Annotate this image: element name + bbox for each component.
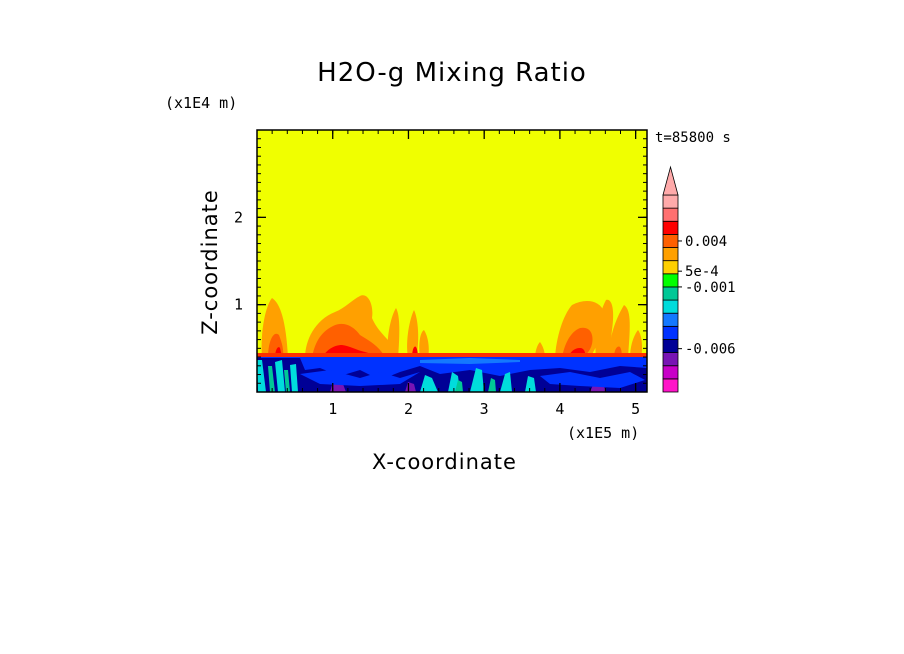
colorbar-segment [662,273,679,288]
timestamp-label: t=85800 s [655,130,731,146]
colorbar-segment [662,286,679,301]
colorbar-segment [662,233,679,248]
x-tick-label: 3 [480,400,489,418]
colorbar-segment [662,352,679,367]
colorbar-extend-arrow [662,165,679,196]
cyan-streaks-left [257,360,298,392]
colorbar [662,165,679,393]
light-blue-strip [420,358,520,364]
plume-f-mid [562,327,593,358]
major-ticks [257,130,647,392]
cyan-streaks-center [420,368,536,392]
plume-d-outer [419,330,429,358]
x-tick-label: 5 [631,400,640,418]
y-tick-label: 2 [234,208,243,226]
colorbar-segment [662,378,679,393]
chart-title: H2O-g Mixing Ratio [317,58,587,88]
plume-h-outer [609,305,630,358]
x-axis-label: X-coordinate [372,450,517,474]
x-tick-label: 1 [328,400,337,418]
colorbar-label: -0.001 [685,280,736,296]
plume-b-outer [387,308,400,358]
x-tick-label: 4 [555,400,564,418]
colorbar-segment [662,299,679,314]
colorbar-segment [662,325,679,340]
plume-i-outer [630,330,642,358]
plume-g-outer [595,299,614,358]
colorbar-label: 0.004 [685,234,727,250]
colorbar-segment [662,260,679,275]
colorbar-segment [662,194,679,209]
x-scale-label: (x1E5 m) [567,424,640,442]
boundary-layer-detail [257,358,647,392]
y-tick-label: 1 [234,296,243,314]
z-scale-label: (x1E4 m) [165,94,238,112]
boundary-rim [257,353,647,358]
contour-field [257,130,647,392]
plume-c-outer [407,310,419,358]
colorbar-segment [662,312,679,327]
colorbar-label: -0.006 [685,342,736,358]
tick-labels: 1 2 3 4 5 1 2 [234,208,640,418]
colorbar-label: 5e-4 [685,264,719,280]
colorbar-segment [662,207,679,222]
mid-blue-swirl-b [540,372,645,388]
colorbar-segment [662,247,679,262]
colorbar-segment [662,220,679,235]
colorbar-labels: 0.004 5e-4-0.001 -0.006 [678,234,736,358]
x-tick-label: 2 [404,400,413,418]
green-streaks-left [268,366,290,392]
mid-blue-swirl-a [300,370,420,386]
green-streaks-center [455,378,496,392]
colorbar-segment [662,339,679,354]
colorbar-segment [662,365,679,380]
